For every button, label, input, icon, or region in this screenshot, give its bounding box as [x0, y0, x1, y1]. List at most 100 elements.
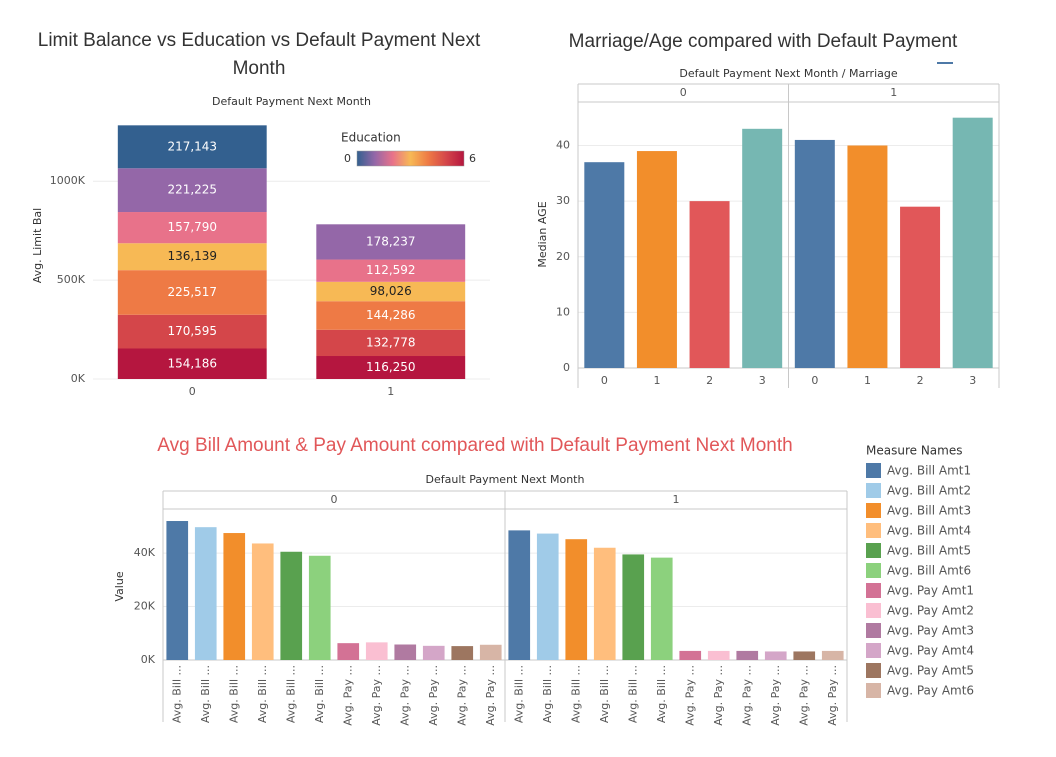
data-label: 157,790: [167, 220, 217, 234]
legend-label: Avg. Bill Amt1: [887, 464, 971, 478]
panel-label: 1: [673, 493, 680, 506]
x-tick-label: Avg. Bill ...: [655, 665, 668, 723]
x-tick-label: Avg. Pay ...: [769, 665, 782, 726]
x-tick-label: Avg. Pay ...: [683, 665, 696, 726]
y-tick-label: 40K: [134, 546, 156, 559]
bar-segment: [316, 259, 466, 282]
chart-title: Avg Bill Amount & Pay Amount compared wi…: [157, 435, 793, 456]
bar: [793, 651, 816, 660]
bar-segment: [316, 281, 466, 302]
bar: [794, 139, 835, 368]
x-tick-label: Avg. Bill ...: [227, 665, 240, 723]
x-tick-label: Avg. Bill ...: [199, 665, 212, 723]
bar: [194, 527, 217, 660]
x-tick-label: Avg. Pay ...: [398, 665, 411, 726]
x-tick-label: 0: [811, 374, 818, 387]
x-tick-label: Avg. Bill ...: [569, 665, 582, 723]
legend-label: Avg. Pay Amt5: [887, 664, 974, 678]
legend-label: Avg. Bill Amt4: [887, 524, 971, 538]
bar-segment: [117, 125, 267, 169]
bar: [166, 521, 189, 660]
bar: [736, 650, 759, 660]
bar: [536, 533, 559, 660]
legend-label: Avg. Bill Amt2: [887, 484, 971, 498]
x-tick-label: Avg. Pay ...: [341, 665, 354, 726]
data-label: 116,250: [366, 360, 416, 374]
legend-swatch: [866, 583, 881, 598]
x-tick-label: 1: [864, 374, 871, 387]
y-tick-label: 40: [556, 139, 570, 152]
legend-max: 6: [469, 152, 476, 165]
data-label: 112,592: [366, 263, 416, 277]
y-tick-label: 500K: [57, 273, 86, 286]
bar-segment: [117, 348, 267, 379]
panel-label: 1: [890, 86, 897, 99]
legend-swatch: [866, 603, 881, 618]
bar: [584, 162, 625, 368]
color-scale: [356, 150, 465, 167]
legend-label: Avg. Bill Amt3: [887, 504, 971, 518]
chart-title: Marriage/Age compared with Default Payme…: [568, 31, 958, 52]
x-tick-label: 3: [969, 374, 976, 387]
x-tick-label: 1: [653, 374, 660, 387]
data-label: 225,517: [167, 285, 217, 299]
x-tick-label: Avg. Bill ...: [512, 665, 525, 723]
x-header: Default Payment Next Month / Marriage: [679, 67, 898, 80]
legend-swatch: [866, 543, 881, 558]
bar-segment: [316, 224, 466, 260]
legend-swatch: [866, 663, 881, 678]
bar: [251, 543, 274, 660]
bar: [847, 145, 888, 368]
panel-label: 0: [331, 493, 338, 506]
legend-label: Avg. Bill Amt6: [887, 564, 971, 578]
x-tick-label: 0: [189, 385, 196, 398]
bar: [337, 643, 360, 660]
bar: [565, 539, 588, 660]
x-tick-label: Avg. Bill ...: [170, 665, 183, 723]
legend-label: Avg. Pay Amt2: [887, 604, 974, 618]
legend-swatch: [866, 563, 881, 578]
y-axis-label: Median AGE: [536, 201, 549, 267]
y-tick-label: 0K: [71, 372, 86, 385]
x-tick-label: 2: [917, 374, 924, 387]
bar: [280, 551, 303, 660]
x-tick-label: Avg. Pay ...: [370, 665, 383, 726]
bar: [394, 644, 417, 660]
y-tick-label: 0: [563, 361, 570, 374]
legend-swatch: [866, 503, 881, 518]
y-tick-label: 20: [556, 250, 570, 263]
x-tick-label: Avg. Pay ...: [797, 665, 810, 726]
y-tick-label: 10: [556, 305, 570, 318]
bar-segment: [316, 356, 466, 379]
x-tick-label: Avg. Pay ...: [484, 665, 497, 726]
x-tick-label: Avg. Pay ...: [826, 665, 839, 726]
x-tick-label: Avg. Bill ...: [256, 665, 269, 723]
bar-segment: [117, 243, 267, 271]
x-tick-label: 3: [759, 374, 766, 387]
bar-segment: [117, 212, 267, 244]
bar: [821, 650, 844, 660]
bar-segment: [117, 314, 267, 349]
x-tick-label: Avg. Pay ...: [712, 665, 725, 726]
legend-swatch: [866, 483, 881, 498]
data-label: 217,143: [167, 139, 217, 153]
legend-label: Avg. Pay Amt1: [887, 584, 974, 598]
bar-segment: [316, 329, 466, 357]
bar: [900, 206, 941, 368]
y-tick-label: 30: [556, 194, 570, 207]
legend-label: Avg. Pay Amt4: [887, 644, 974, 658]
x-tick-label: Avg. Bill ...: [541, 665, 554, 723]
data-label: 170,595: [167, 324, 217, 338]
y-tick-label: 1000K: [50, 174, 86, 187]
bar: [479, 644, 502, 660]
x-header: Default Payment Next Month: [212, 95, 371, 108]
x-tick-label: 0: [601, 374, 608, 387]
legend-min: 0: [344, 152, 351, 165]
bar-segment: [117, 168, 267, 213]
y-tick-label: 20K: [134, 600, 156, 613]
legend-swatch: [866, 463, 881, 478]
bar: [593, 547, 616, 660]
y-tick-label: 0K: [141, 653, 156, 666]
